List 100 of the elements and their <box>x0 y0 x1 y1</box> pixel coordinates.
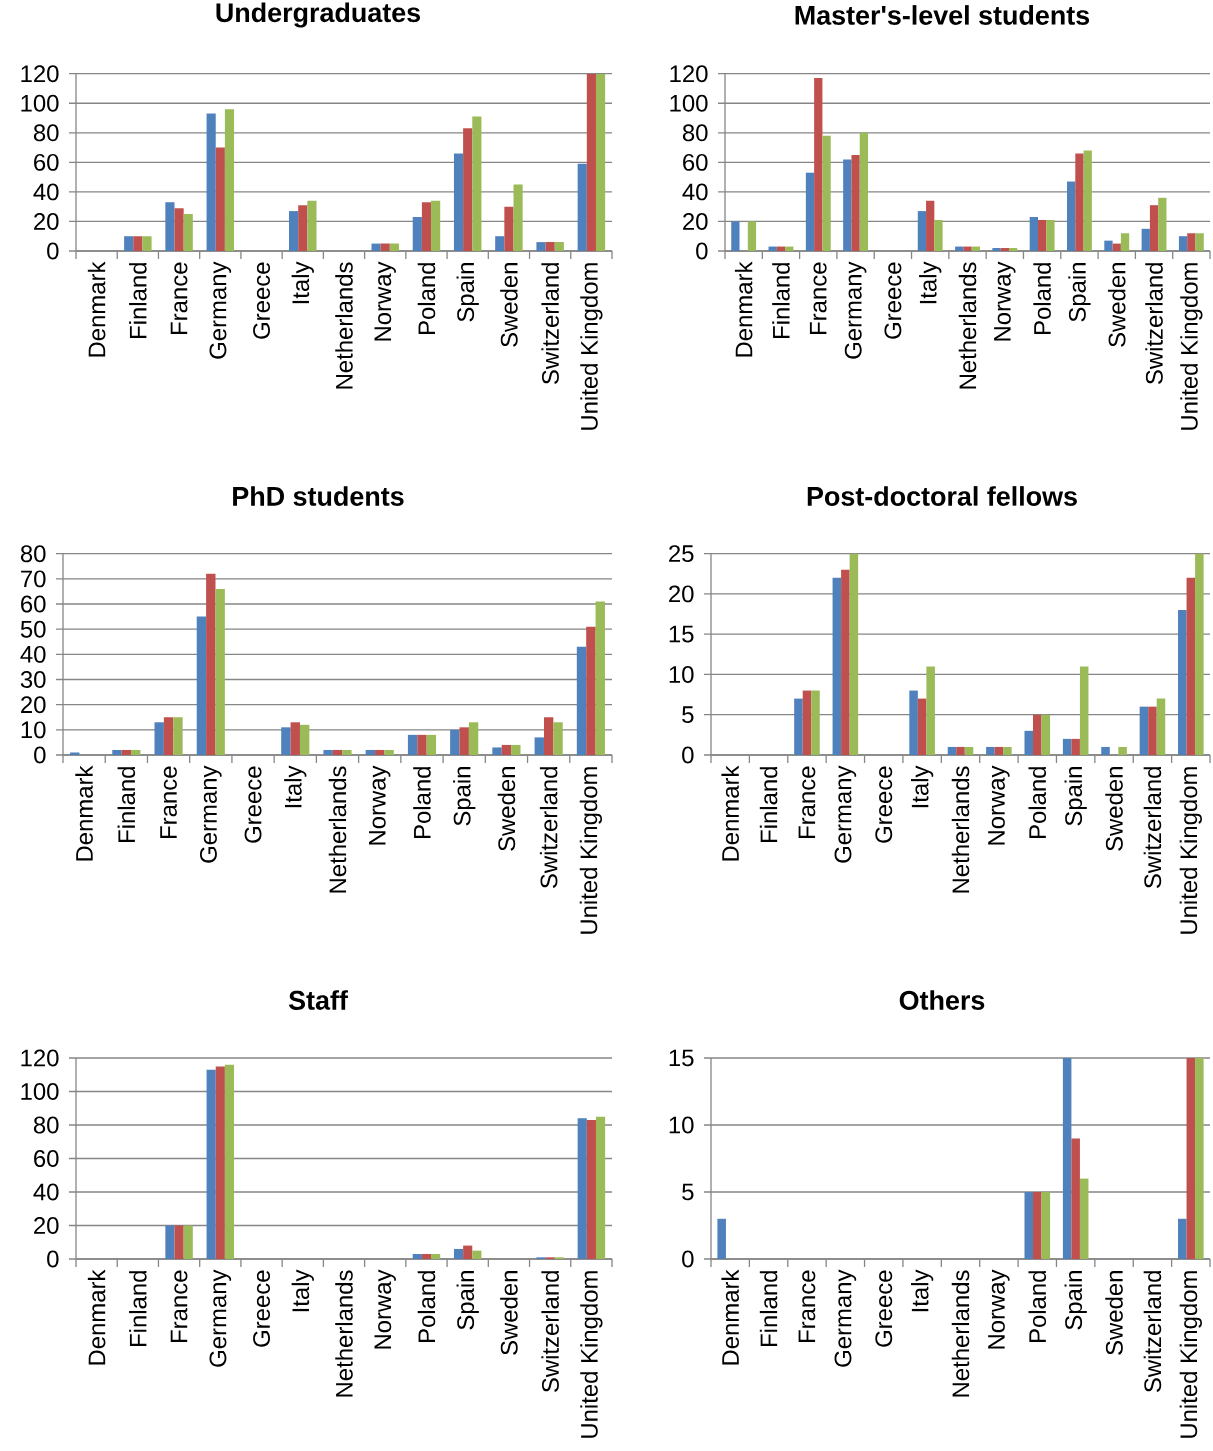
x-tick-label: Norway <box>369 765 391 845</box>
bar <box>1101 746 1110 755</box>
bar <box>453 153 464 251</box>
y-tick-label: 40 <box>33 183 59 201</box>
y-tick-label: 10 <box>21 721 46 739</box>
y-tick-label: 120 <box>21 65 59 83</box>
x-tick-label: Spain <box>1064 1271 1087 1330</box>
x-tick-label: Sweden <box>500 263 518 347</box>
bar <box>196 616 207 755</box>
bar <box>992 248 1001 251</box>
x-tick-label: Italy <box>919 261 942 304</box>
x-tick-label: Denmark <box>87 261 106 357</box>
chart-title: Undergraduates <box>216 2 421 28</box>
y-tick-label: 25 <box>669 545 694 563</box>
bar <box>426 734 437 755</box>
x-tick-label: Switzerland <box>1145 263 1163 385</box>
bar <box>174 1225 184 1259</box>
x-tick-label: Spain <box>1068 263 1091 322</box>
x-tick-label: Spain <box>456 1271 479 1330</box>
bar <box>553 722 563 755</box>
y-tick-label: 30 <box>20 671 46 688</box>
bar <box>1149 205 1159 251</box>
x-tick-label: Denmark <box>721 765 739 861</box>
x-tick-label: Norway <box>988 1269 1010 1349</box>
y-tick-label: 80 <box>33 1116 59 1134</box>
bar <box>1120 233 1130 251</box>
bar <box>917 211 927 251</box>
x-tick-label: Sweden <box>500 1271 518 1355</box>
x-tick-label: Poland <box>1028 1271 1047 1342</box>
chart-title: Post-doctoral fellows <box>807 486 1077 506</box>
bar <box>1195 553 1204 755</box>
x-tick-label: Greece <box>253 262 271 339</box>
bar <box>513 184 523 251</box>
bar <box>215 147 225 251</box>
bar <box>492 747 502 755</box>
bar <box>543 717 554 755</box>
bar <box>747 221 757 251</box>
bar <box>165 1225 175 1259</box>
chart-title: Staff <box>288 990 348 1010</box>
bar <box>1003 746 1012 755</box>
y-tick-label: 20 <box>34 1217 59 1234</box>
y-tick-label: 5 <box>682 706 694 724</box>
x-tick-label: France <box>160 766 177 838</box>
x-tick-label: Denmark <box>721 1269 739 1365</box>
bar <box>832 577 842 755</box>
y-tick-label: 5 <box>682 1183 694 1201</box>
bar <box>431 200 441 251</box>
bar <box>1118 746 1127 755</box>
bar <box>224 109 235 251</box>
y-tick-label: 40 <box>682 183 708 201</box>
x-tick-label: Germany <box>834 1269 857 1367</box>
y-tick-label: 0 <box>47 1250 59 1268</box>
bar <box>986 746 995 755</box>
y-tick-label: 100 <box>21 94 59 112</box>
bar <box>1029 217 1038 251</box>
bar <box>994 746 1004 755</box>
x-tick-label: United Kingdom <box>579 767 603 934</box>
x-tick-label: Finland <box>117 767 136 842</box>
bar <box>595 601 605 755</box>
chart-title: Master's-level students <box>795 5 1090 25</box>
x-tick-label: Switzerland <box>1143 1271 1162 1393</box>
x-tick-label: Denmark <box>734 261 753 357</box>
y-tick-label: 0 <box>696 242 708 260</box>
y-tick-label: 20 <box>683 212 708 230</box>
x-tick-label: United Kingdom <box>580 1271 603 1438</box>
bar <box>1008 248 1018 251</box>
x-tick-label: United Kingdom <box>580 263 603 430</box>
bar <box>501 744 512 755</box>
x-tick-label: France <box>809 262 827 334</box>
bar <box>1112 243 1121 251</box>
x-tick-label: Greece <box>875 766 893 843</box>
bar <box>224 1064 235 1259</box>
bar <box>1141 228 1150 251</box>
bar <box>731 221 740 251</box>
x-tick-label: Finland <box>129 1271 147 1346</box>
bar <box>576 646 587 755</box>
bar <box>1139 706 1149 755</box>
bar <box>1083 150 1092 251</box>
bar <box>380 243 390 251</box>
bar <box>154 722 164 755</box>
y-tick-label: 0 <box>682 746 694 764</box>
x-tick-label: United Kingdom <box>1179 767 1202 934</box>
bar <box>165 202 175 251</box>
x-tick-label: France <box>798 766 816 838</box>
x-tick-label: Finland <box>759 767 778 842</box>
x-tick-label: Switzerland <box>541 263 559 385</box>
bar <box>183 1225 193 1259</box>
y-tick-label: 120 <box>21 1049 59 1067</box>
y-tick-label: 20 <box>21 696 46 714</box>
bar <box>121 749 132 755</box>
x-tick-label: Greece <box>253 1270 271 1347</box>
x-tick-label: Poland <box>417 263 436 334</box>
bar <box>964 746 974 755</box>
bar <box>131 749 141 755</box>
bar <box>206 1069 216 1259</box>
x-tick-label: Finland <box>129 263 147 338</box>
bar <box>814 78 823 251</box>
bar <box>124 236 134 251</box>
x-tick-label: Norway <box>374 261 396 341</box>
bar <box>298 205 308 251</box>
